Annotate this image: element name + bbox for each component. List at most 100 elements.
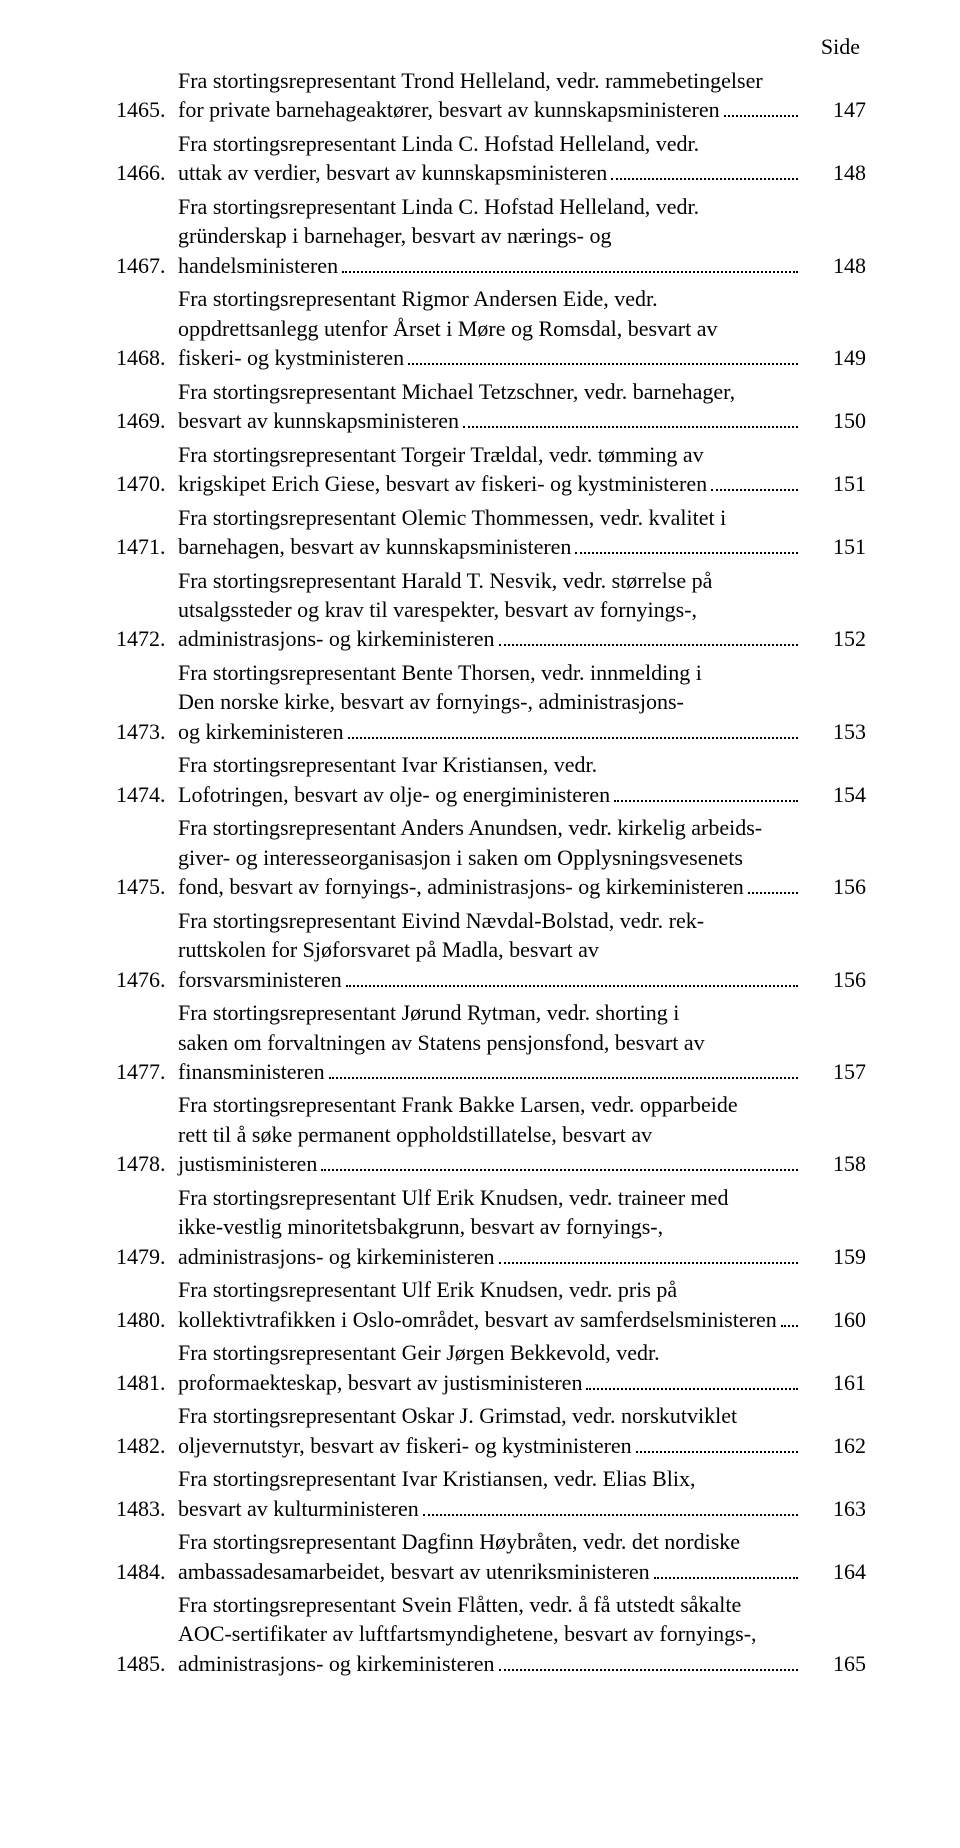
toc-entry: 1467.Fra stortingsrepresentant Linda C. … <box>116 192 866 280</box>
toc-entry: 1470.Fra stortingsrepresentant Torgeir T… <box>116 440 866 499</box>
entry-page: 163 <box>802 1494 866 1523</box>
entry-last-line: finansministeren <box>178 1057 802 1086</box>
entry-number: 1485. <box>116 1649 178 1678</box>
entry-tail: handelsministeren <box>178 251 338 280</box>
entry-text: Fra stortingsrepresentant Michael Tetzsc… <box>178 377 802 436</box>
toc-entry: 1482.Fra stortingsrepresentant Oskar J. … <box>116 1401 866 1460</box>
entry-number: 1481. <box>116 1368 178 1397</box>
dot-leader <box>654 1559 798 1579</box>
entry-tail: besvart av kunnskapsministeren <box>178 406 459 435</box>
entry-number: 1466. <box>116 158 178 187</box>
entry-page: 156 <box>802 872 866 901</box>
entry-number: 1480. <box>116 1305 178 1334</box>
entry-page: 161 <box>802 1368 866 1397</box>
entry-last-line: administrasjons- og kirkeministeren <box>178 1649 802 1678</box>
entry-text: Fra stortingsrepresentant Ivar Kristians… <box>178 1464 802 1523</box>
entry-tail: uttak av verdier, besvart av kunnskapsmi… <box>178 158 607 187</box>
toc-entry: 1480.Fra stortingsrepresentant Ulf Erik … <box>116 1275 866 1334</box>
entry-page: 157 <box>802 1057 866 1086</box>
entry-last-line: oljevernutstyr, besvart av fiskeri- og k… <box>178 1431 802 1460</box>
entry-text-line: Fra stortingsrepresentant Michael Tetzsc… <box>178 377 802 406</box>
dot-leader <box>611 161 798 181</box>
entry-page: 152 <box>802 624 866 653</box>
entry-page: 147 <box>802 95 866 124</box>
entry-text-line: Fra stortingsrepresentant Ivar Kristians… <box>178 750 802 779</box>
dot-leader <box>724 98 798 118</box>
dot-leader <box>575 534 798 554</box>
entry-last-line: uttak av verdier, besvart av kunnskapsmi… <box>178 158 802 187</box>
toc-entries: 1465.Fra stortingsrepresentant Trond Hel… <box>116 66 866 1678</box>
entry-page: 148 <box>802 251 866 280</box>
entry-number: 1472. <box>116 624 178 653</box>
entry-text-line: Fra stortingsrepresentant Frank Bakke La… <box>178 1090 802 1119</box>
dot-leader <box>636 1433 798 1453</box>
entry-text: Fra stortingsrepresentant Trond Hellelan… <box>178 66 802 125</box>
entry-page: 165 <box>802 1649 866 1678</box>
entry-page: 153 <box>802 717 866 746</box>
dot-leader <box>711 472 798 492</box>
entry-page: 149 <box>802 343 866 372</box>
dot-leader <box>348 719 798 739</box>
entry-number: 1469. <box>116 406 178 435</box>
entry-text: Fra stortingsrepresentant Linda C. Hofst… <box>178 129 802 188</box>
entry-number: 1471. <box>116 532 178 561</box>
entry-tail: oljevernutstyr, besvart av fiskeri- og k… <box>178 1431 632 1460</box>
entry-page: 160 <box>802 1305 866 1334</box>
entry-page: 150 <box>802 406 866 435</box>
entry-last-line: proformaekteskap, besvart av justisminis… <box>178 1368 802 1397</box>
entry-page: 162 <box>802 1431 866 1460</box>
entry-last-line: fiskeri- og kystministeren <box>178 343 802 372</box>
entry-number: 1482. <box>116 1431 178 1460</box>
entry-text-line: Fra stortingsrepresentant Anders Anundse… <box>178 813 802 842</box>
dot-leader <box>346 967 798 987</box>
toc-entry: 1465.Fra stortingsrepresentant Trond Hel… <box>116 66 866 125</box>
entry-last-line: barnehagen, besvart av kunnskapsminister… <box>178 532 802 561</box>
entry-text-line: saken om forvaltningen av Statens pensjo… <box>178 1028 802 1057</box>
entry-text-line: Fra stortingsrepresentant Ulf Erik Knuds… <box>178 1183 802 1212</box>
entry-text-line: oppdrettsanlegg utenfor Årset i Møre og … <box>178 314 802 343</box>
entry-page: 154 <box>802 780 866 809</box>
entry-text: Fra stortingsrepresentant Ulf Erik Knuds… <box>178 1183 802 1271</box>
entry-last-line: kollektivtrafikken i Oslo-området, besva… <box>178 1305 802 1334</box>
entry-page: 148 <box>802 158 866 187</box>
entry-text-line: ikke-vestlig minoritetsbakgrunn, besvart… <box>178 1212 802 1241</box>
toc-entry: 1469.Fra stortingsrepresentant Michael T… <box>116 377 866 436</box>
entry-text-line: Fra stortingsrepresentant Svein Flåtten,… <box>178 1590 802 1619</box>
dot-leader <box>748 875 798 895</box>
entry-text: Fra stortingsrepresentant Olemic Thommes… <box>178 503 802 562</box>
entry-tail: finansministeren <box>178 1057 325 1086</box>
entry-text-line: ruttskolen for Sjøforsvaret på Madla, be… <box>178 935 802 964</box>
entry-number: 1474. <box>116 780 178 809</box>
entry-number: 1484. <box>116 1557 178 1586</box>
toc-entry: 1475.Fra stortingsrepresentant Anders An… <box>116 813 866 901</box>
entry-text: Fra stortingsrepresentant Rigmor Anderse… <box>178 284 802 372</box>
entry-text: Fra stortingsrepresentant Frank Bakke La… <box>178 1090 802 1178</box>
entry-tail: forsvarsministeren <box>178 965 342 994</box>
entry-text: Fra stortingsrepresentant Bente Thorsen,… <box>178 658 802 746</box>
entry-text-line: Fra stortingsrepresentant Bente Thorsen,… <box>178 658 802 687</box>
entry-last-line: for private barnehageaktører, besvart av… <box>178 95 802 124</box>
entry-number: 1473. <box>116 717 178 746</box>
dot-leader <box>499 1651 799 1671</box>
entry-number: 1478. <box>116 1149 178 1178</box>
page-column-header: Side <box>116 34 866 60</box>
entry-text: Fra stortingsrepresentant Anders Anundse… <box>178 813 802 901</box>
dot-leader <box>463 409 798 429</box>
dot-leader <box>423 1496 798 1516</box>
entry-number: 1465. <box>116 95 178 124</box>
entry-tail: proformaekteskap, besvart av justisminis… <box>178 1368 582 1397</box>
entry-last-line: ambassadesamarbeidet, besvart av utenrik… <box>178 1557 802 1586</box>
entry-last-line: besvart av kunnskapsministeren <box>178 406 802 435</box>
entry-number: 1467. <box>116 251 178 280</box>
toc-entry: 1479.Fra stortingsrepresentant Ulf Erik … <box>116 1183 866 1271</box>
entry-tail: ambassadesamarbeidet, besvart av utenrik… <box>178 1557 650 1586</box>
entry-tail: for private barnehageaktører, besvart av… <box>178 95 720 124</box>
entry-text-line: Fra stortingsrepresentant Rigmor Anderse… <box>178 284 802 313</box>
entry-page: 158 <box>802 1149 866 1178</box>
dot-leader <box>342 253 798 273</box>
toc-entry: 1484.Fra stortingsrepresentant Dagfinn H… <box>116 1527 866 1586</box>
entry-tail: fond, besvart av fornyings-, administras… <box>178 872 744 901</box>
dot-leader <box>329 1059 798 1079</box>
toc-entry: 1468.Fra stortingsrepresentant Rigmor An… <box>116 284 866 372</box>
entry-text: Fra stortingsrepresentant Harald T. Nesv… <box>178 566 802 654</box>
